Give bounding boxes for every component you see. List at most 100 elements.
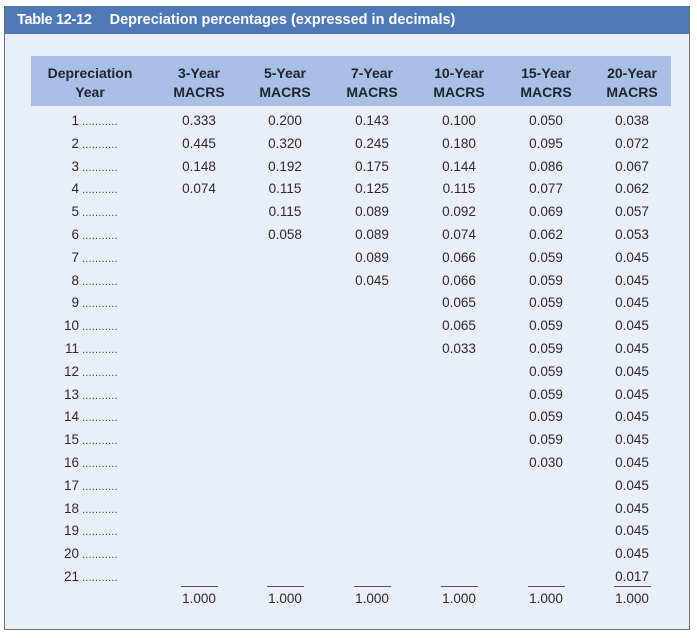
table-row: 20........... 0.045 [5,546,689,568]
total-value: 1.000 [182,590,216,606]
value-cell: 0.089 [355,227,389,242]
sum-rule-line [266,585,304,587]
depreciation-year-cell: 18........... [51,501,153,516]
depreciation-year-cell: 9........... [51,295,153,310]
table-row: 13........... 0.059 0.045 [5,387,689,409]
value-cell: 0.033 [442,341,476,356]
value-cell: 0.115 [442,181,476,197]
header-line: MACRS [346,84,398,100]
header-line: 7-Year [350,65,394,81]
value-cell: 0.059 [529,318,563,334]
depreciation-year-cell: 16........... [51,455,153,470]
year-number: 1 [71,113,79,128]
value-cell: 0.074 [182,181,216,197]
sum-rule-line [440,585,478,587]
table-row: 17........... 0.045 [5,478,689,500]
leader-dots: ........... [82,549,118,562]
value-cell: 0.059 [529,386,563,402]
depreciation-year-cell: 3........... [51,159,153,174]
value-cell: 0.045 [615,295,649,311]
table-row: 9........... 0.065 0.059 0.045 [5,295,689,317]
value-cell: 0.038 [615,113,649,128]
leader-dots: ........... [82,526,118,539]
table-row: 8........... 0.045 0.066 0.059 0.045 [5,273,689,295]
value-cell: 0.065 [442,295,476,311]
leader-dots: ........... [82,366,118,379]
header-line: MACRS [259,84,311,100]
depreciation-year-cell: 5........... [51,204,153,219]
year-number: 19 [63,523,79,539]
year-number: 12 [63,363,79,379]
value-cell: 0.089 [355,204,389,220]
leader-dots: ........... [82,412,118,425]
header-line: 15-Year [521,65,571,81]
value-cell: 0.320 [268,135,302,151]
total-value: 1.000 [268,590,302,606]
header-line: MACRS [433,84,485,100]
leader-dots: ........... [82,116,118,128]
table-row: 4........... 0.074 0.115 0.125 0.115 0.077 0.0… [5,181,689,203]
depreciation-year-cell: 12........... [51,364,153,379]
value-cell: 0.045 [615,363,649,379]
depreciation-year-cell: 15........... [51,432,153,447]
table-row: 15........... 0.059 0.045 [5,432,689,454]
leader-dots: ........... [82,298,118,311]
year-number: 5 [71,204,79,220]
value-cell: 0.115 [268,181,302,197]
header-10-year-macrs: 10-Year MACRS [425,64,493,102]
depreciation-year-cell: 17........... [51,478,153,493]
table-number: Table 12-12 [17,12,92,28]
value-cell: 0.058 [268,227,302,242]
sum-rule-line [180,585,218,587]
value-cell: 0.017 [615,569,649,584]
table-row: 1........... 0.333 0.200 0.143 0.100 0.050 0.0… [5,113,689,135]
value-cell: 0.115 [268,204,302,220]
value-cell: 0.062 [529,227,563,242]
value-cell: 0.059 [529,249,563,265]
value-cell: 0.092 [442,204,476,220]
year-number: 14 [63,409,79,425]
value-cell: 0.062 [615,181,649,197]
value-cell: 0.086 [529,158,563,174]
depreciation-year-cell: 1........... [51,113,153,128]
value-cell: 0.069 [529,204,563,220]
value-cell: 0.100 [442,113,476,128]
value-cell: 0.057 [615,204,649,220]
value-cell: 0.045 [615,500,649,516]
table-row: 10........... 0.065 0.059 0.045 [5,318,689,340]
value-cell: 0.045 [615,523,649,539]
table-row: 11........... 0.033 0.059 0.045 [5,341,689,363]
value-cell: 0.143 [355,113,389,128]
leader-dots: ........... [82,503,118,516]
total-value: 1.000 [355,590,389,606]
table-row: 6........... 0.058 0.089 0.074 0.062 0.053 [5,227,689,249]
value-cell: 0.066 [442,249,476,265]
value-cell: 0.059 [529,272,563,288]
header-5-year-macrs: 5-Year MACRS [251,64,319,102]
year-number: 8 [71,272,79,288]
leader-dots: ........... [82,207,118,220]
value-cell: 0.066 [442,272,476,288]
leader-dots: ........... [82,458,118,470]
depreciation-year-cell: 14........... [51,409,153,424]
value-cell: 0.144 [442,158,476,174]
table-row: 18........... 0.045 [5,501,689,523]
value-cell: 0.148 [182,158,216,174]
header-line: 5-Year [263,65,307,81]
value-cell: 0.200 [268,113,302,128]
value-cell: 0.059 [529,363,563,379]
value-cell: 0.045 [615,249,649,265]
leader-dots: ........... [82,321,118,334]
total-cell: 1.000 [602,585,662,606]
depreciation-year-cell: 19........... [51,523,153,538]
value-cell: 0.045 [615,341,649,356]
total-cell: 1.000 [255,585,315,606]
year-number: 2 [71,135,79,151]
year-number: 21 [63,569,79,584]
year-number: 13 [63,386,79,402]
value-cell: 0.045 [615,318,649,334]
table-row: 3........... 0.148 0.192 0.175 0.144 0.086 0.0… [5,159,689,181]
header-line: 20-Year [607,65,657,81]
depreciation-year-cell: 21........... [51,569,153,584]
value-cell: 0.045 [615,455,649,470]
